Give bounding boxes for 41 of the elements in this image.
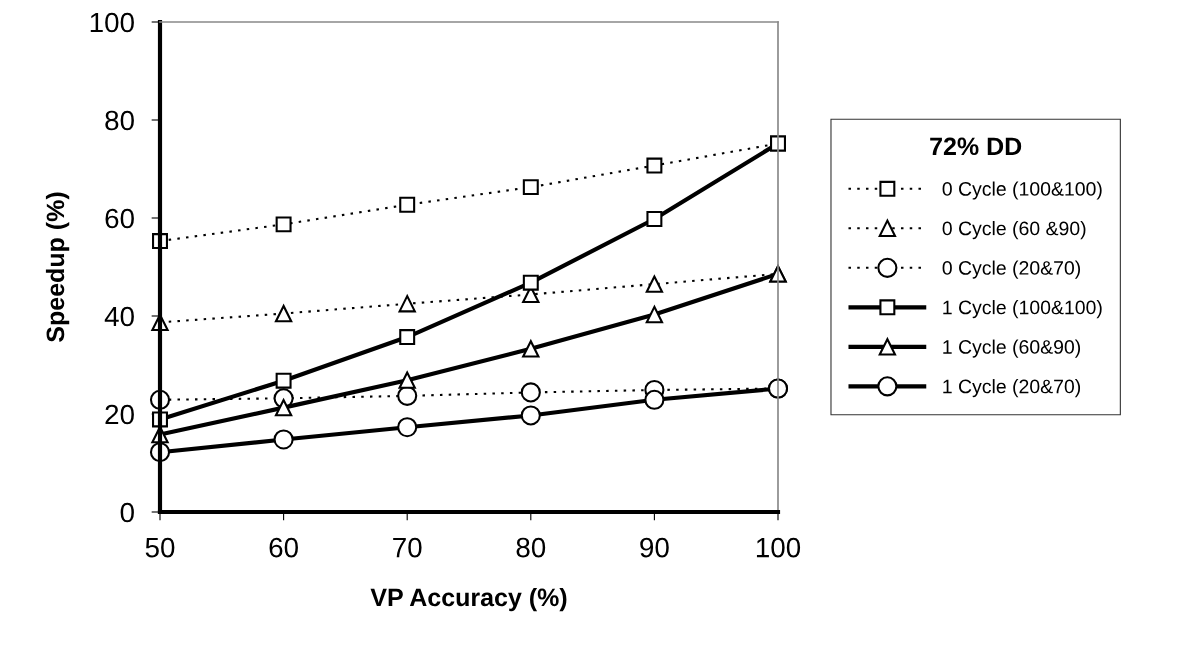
- point: [646, 211, 663, 227]
- x-axis-title: VP Accuracy (%): [370, 587, 567, 612]
- point: [520, 405, 541, 426]
- x-tick-label: 90: [640, 537, 669, 558]
- point: [399, 329, 416, 346]
- point: [397, 417, 418, 438]
- x-tick-label: 70: [393, 537, 422, 558]
- legend-label: 1 Cycle (100&100): [943, 300, 1102, 319]
- legend-title: 72% DD: [930, 137, 1022, 156]
- point: [644, 389, 665, 410]
- point: [522, 274, 539, 291]
- x-tick-label: 80: [516, 537, 546, 558]
- x-tick-label: 50: [145, 537, 175, 558]
- y-tick-label: 0: [120, 502, 134, 523]
- legend-label: 0 Cycle (100&100): [942, 181, 1102, 200]
- y-tick-label: 60: [105, 208, 134, 229]
- point: [522, 179, 539, 196]
- y-axis-title: Speedup (%): [45, 192, 70, 342]
- point: [522, 340, 540, 358]
- legend-label: 1 Cycle (60&90): [943, 339, 1081, 358]
- point: [398, 295, 416, 313]
- point: [274, 398, 293, 417]
- x-tick-label: 60: [269, 537, 298, 558]
- point: [645, 305, 664, 324]
- y-tick-label: 80: [105, 110, 134, 131]
- legend-label: 0 Cycle (60 &90): [942, 221, 1086, 240]
- legend-label: 1 Cycle (20&70): [943, 379, 1081, 398]
- y-tick-label: 40: [104, 306, 134, 327]
- point: [520, 382, 541, 403]
- point: [399, 196, 416, 213]
- point: [274, 304, 293, 323]
- point: [275, 372, 292, 389]
- point: [275, 216, 292, 233]
- legend-label: 0 Cycle (20&70): [942, 260, 1081, 279]
- point: [645, 275, 664, 293]
- y-tick-label: 20: [105, 404, 134, 425]
- point: [273, 429, 294, 450]
- point: [646, 157, 663, 174]
- point: [398, 371, 416, 389]
- x-tick-label: 100: [756, 537, 801, 558]
- y-tick-label: 100: [90, 12, 134, 33]
